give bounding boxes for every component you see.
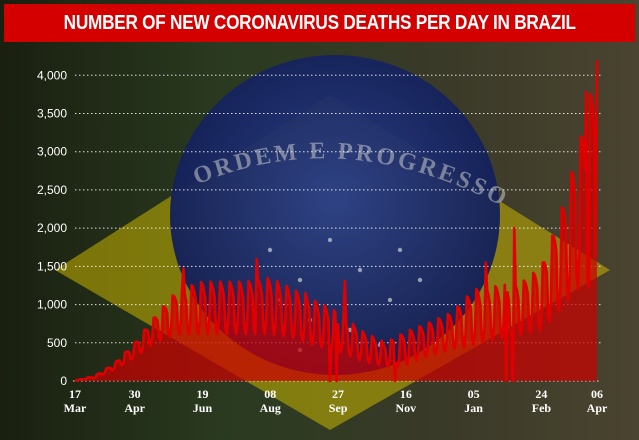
x-tick-month: Sep — [329, 401, 348, 415]
flag-star — [357, 267, 363, 273]
deaths-line — [74, 60, 599, 383]
title-banner: NUMBER OF NEW CORONAVIRUS DEATHS PER DAY… — [4, 4, 635, 42]
x-tick-day: 05 — [468, 387, 480, 401]
y-tick-label: 0 — [60, 374, 67, 388]
x-axis: 17Mar30Apr19Jun08Aug27Sep16Nov05Jan24Feb… — [64, 387, 608, 415]
y-tick-label: 2,500 — [37, 183, 67, 197]
x-tick-day: 16 — [400, 387, 412, 401]
x-tick-day: 27 — [332, 387, 344, 401]
y-tick-label: 2,000 — [37, 221, 67, 235]
chart-title: NUMBER OF NEW CORONAVIRUS DEATHS PER DAY… — [63, 11, 576, 34]
flag-star — [387, 297, 393, 303]
x-tick-day: 19 — [196, 387, 208, 401]
deaths-series — [74, 60, 599, 383]
flag-star — [397, 247, 403, 253]
x-tick-month: Nov — [395, 401, 416, 415]
deaths-area — [75, 60, 597, 381]
x-tick-month: Jan — [464, 401, 483, 415]
x-tick-month: Mar — [64, 401, 87, 415]
y-tick-label: 1,000 — [37, 298, 67, 312]
x-tick-day: 17 — [69, 387, 81, 401]
x-tick-day: 06 — [591, 387, 603, 401]
flag-star — [347, 327, 353, 333]
y-tick-label: 3,500 — [37, 107, 67, 121]
flag-star — [297, 277, 303, 283]
x-tick-day: 08 — [264, 387, 276, 401]
y-tick-label: 1,500 — [37, 259, 67, 273]
y-axis: 0 500 1,000 1,500 2,000 2,500 3,000 3,500 4,000 — [37, 68, 67, 388]
y-tick-label: 3,000 — [37, 145, 67, 159]
flag-star — [267, 247, 273, 253]
x-tick-day: 30 — [129, 387, 141, 401]
x-tick-month: Apr — [587, 401, 608, 415]
x-tick-month: Feb — [532, 401, 552, 415]
flag-star — [327, 237, 333, 243]
y-tick-label: 500 — [47, 336, 67, 350]
x-tick-month: Jun — [193, 401, 213, 415]
flag-star — [417, 277, 423, 283]
x-tick-day: 24 — [535, 387, 547, 401]
x-tick-month: Aug — [260, 401, 281, 415]
y-tick-label: 4,000 — [37, 68, 67, 82]
x-tick-month: Apr — [124, 401, 145, 415]
